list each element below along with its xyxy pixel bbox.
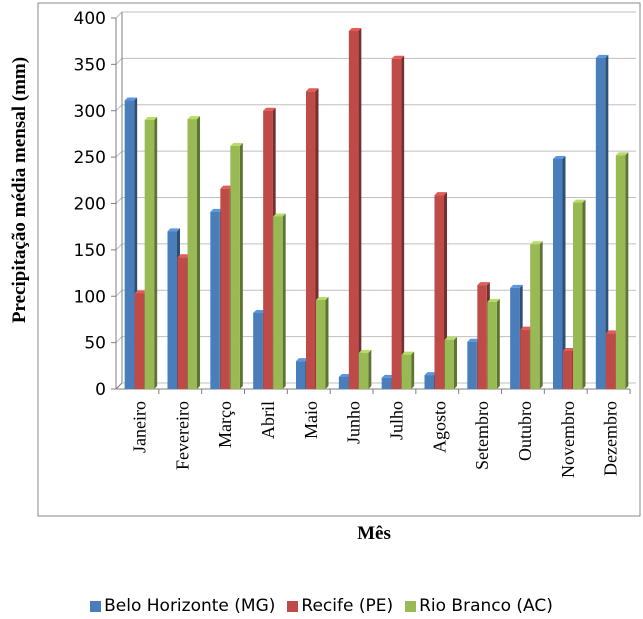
x-category-labels: Janeiro Fevereiro Março Abril Maio Junho Julho… [129,389,631,478]
y-tick-label: 250 [74,148,106,168]
bar [273,213,286,389]
x-category-label: Dezembro [601,401,621,476]
bar [615,152,629,389]
y-tick-label: 50 [84,334,106,354]
gridline-diag [115,289,123,297]
bar [401,351,415,389]
legend-swatch [405,600,417,612]
legend-item: Rio Branco (AC) [405,596,553,616]
y-tick-labels: 0 50 100 150 200 250 300 350 400 [74,9,116,400]
gridline-diag [115,336,123,343]
bar [573,199,586,389]
x-category-label: Julho [386,401,406,440]
y-tick-label: 350 [74,55,106,75]
gridline-diag [115,150,123,158]
bar [487,298,500,389]
legend: Belo Horizonte (MG) Recife (PE) Rio Branco… [0,594,643,618]
bar [595,54,609,389]
x-category-label: Agosto [429,401,449,453]
x-axis-title: Mês [357,523,391,544]
y-tick-label: 200 [74,195,106,215]
x-category-label: Outubro [515,401,535,461]
x-category-label: Março [215,401,235,448]
gridline-diag [115,11,123,19]
legend-swatch [90,600,102,612]
bar [230,142,243,389]
bars [124,27,629,390]
legend-item: Recife (PE) [287,596,393,616]
y-tick-label: 400 [74,9,106,29]
x-category-label: Setembro [472,401,492,470]
y-tick-label: 100 [74,287,106,307]
bar [444,336,457,389]
legend-label: Rio Branco (AC) [419,596,553,616]
legend-label: Recife (PE) [301,596,394,616]
x-category-label: Maio [301,401,321,439]
bar [316,296,329,389]
y-tick-label: 300 [74,102,106,122]
x-category-label: Novembro [558,401,578,478]
x-category-label: Abril [258,401,278,439]
y-tick-label: 150 [74,241,106,261]
legend-label: Belo Horizonte (MG) [104,596,276,616]
y-tick-label: 0 [95,380,106,400]
gridline-diag [115,58,123,65]
bar [187,116,200,389]
bar [391,55,405,390]
legend-swatch [287,600,299,612]
x-category-label: Junho [344,401,364,444]
gridline-diag [115,104,123,112]
x-category-label: Fevereiro [172,401,192,470]
legend-item: Belo Horizonte (MG) [90,596,275,616]
y-axis-title: Precipitação média mensal (mm) [9,57,30,323]
gridline-diag [115,243,123,251]
bar [530,241,543,389]
bar [553,155,566,389]
bar [144,117,158,390]
gridline-diag [115,197,123,204]
x-category-label: Janeiro [129,401,149,453]
bar [358,349,372,389]
bar [348,27,362,390]
